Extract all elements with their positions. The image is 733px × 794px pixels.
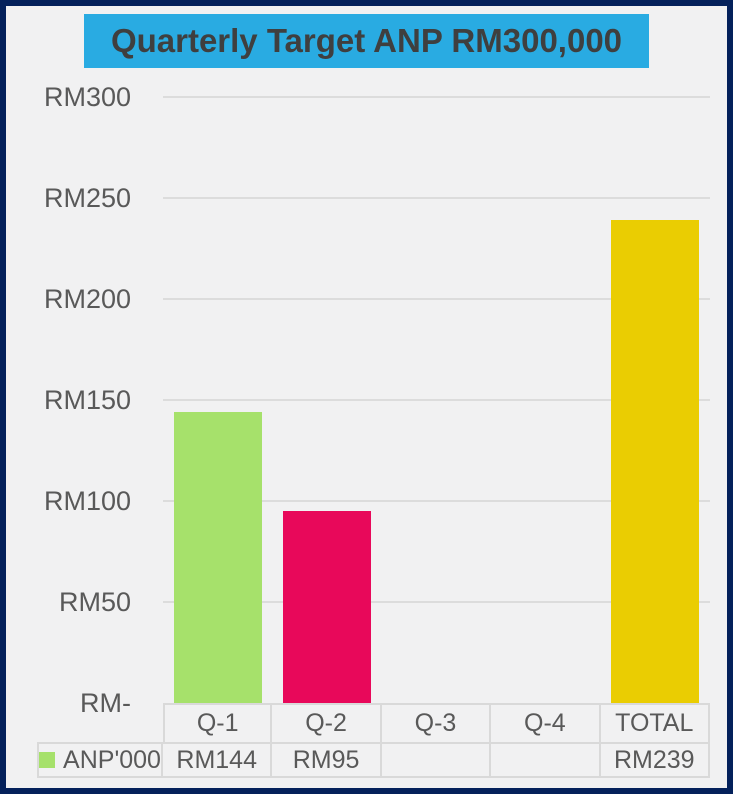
y-axis-tick-label: RM200	[43, 284, 131, 314]
table-header-cell: Q-1	[163, 703, 273, 744]
table-data-cell	[489, 742, 601, 778]
table-data-cell: RM95	[270, 742, 382, 778]
y-axis-tick-label: RM-	[80, 688, 131, 718]
table-header-cell: Q-4	[489, 703, 601, 744]
legend-marker-icon	[39, 752, 56, 768]
table-data-cell: RM239	[598, 742, 710, 778]
gridline	[163, 399, 710, 401]
table-header-cell: TOTAL	[598, 703, 710, 744]
gridline	[163, 197, 710, 199]
bar-q-2	[283, 511, 372, 703]
y-axis-tick-label: RM100	[43, 486, 131, 516]
table-data-cell	[379, 742, 492, 778]
legend-label: ANP'000	[63, 745, 161, 774]
table-data-cell: RM144	[161, 742, 273, 778]
gridline	[163, 601, 710, 603]
table-header-cell: Q-2	[270, 703, 382, 744]
y-axis-tick-label: RM50	[58, 587, 131, 617]
bar-q-1	[173, 412, 262, 703]
gridline	[163, 298, 710, 300]
y-axis-tick-label: RM250	[43, 183, 131, 213]
gridline	[163, 500, 710, 502]
table-data-row: ANP'000 RM144 RM95 RM239	[37, 742, 710, 778]
legend-cell: ANP'000	[37, 742, 163, 778]
chart-title: Quarterly Target ANP RM300,000	[84, 14, 649, 68]
y-axis-tick-label: RM150	[43, 385, 131, 415]
table-header-cell: Q-3	[379, 703, 492, 744]
bar-total	[611, 220, 700, 703]
gridline	[163, 96, 710, 98]
table-header-row: Q-1 Q-2 Q-3 Q-4 TOTAL	[163, 703, 710, 744]
y-axis-tick-label: RM300	[43, 82, 131, 112]
